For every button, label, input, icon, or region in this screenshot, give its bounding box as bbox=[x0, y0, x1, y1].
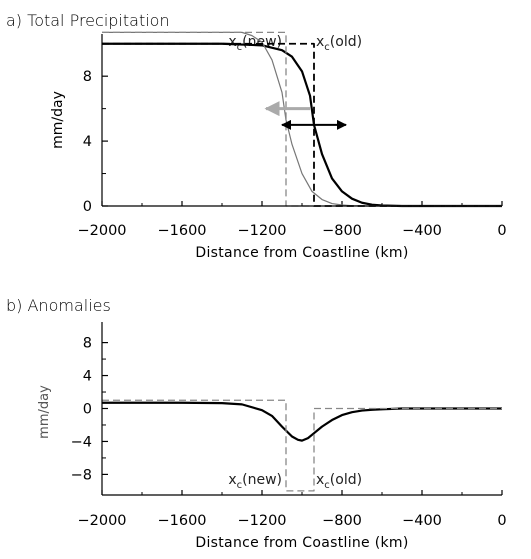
panel-a-xlabel: Distance from Coastline (km) bbox=[195, 245, 408, 261]
panel-a-arrows bbox=[264, 101, 347, 130]
y-tick-label: 0 bbox=[83, 199, 92, 215]
xc-label: xc(old) bbox=[316, 472, 362, 491]
x-tick-label: −400 bbox=[402, 513, 442, 529]
series-dashed-gray-step bbox=[102, 31, 502, 207]
panel-a-ylabel: mm/day bbox=[50, 91, 66, 149]
y-tick-label: −4 bbox=[71, 434, 92, 450]
x-tick-label: −800 bbox=[322, 223, 362, 239]
x-tick-label: 0 bbox=[497, 513, 506, 529]
panel-b-title: b) Anomalies bbox=[6, 296, 111, 315]
xc-label: xc(old) bbox=[316, 34, 362, 53]
series-thick-solid-black bbox=[102, 401, 502, 442]
x-tick-label: 0 bbox=[497, 223, 506, 239]
panel-b-annotations: xc(new) xc(old) bbox=[228, 472, 362, 491]
panel-b-yticks: −8 −4 0 4 8 bbox=[71, 336, 108, 483]
y-tick-label: 0 bbox=[83, 402, 92, 418]
y-tick-label: 4 bbox=[83, 134, 92, 150]
x-tick-label: −1200 bbox=[237, 223, 286, 239]
series-thin-solid-gray bbox=[102, 31, 502, 207]
panel-b-xticks: −2000 −1600 −1200 −800 −400 0 bbox=[77, 490, 507, 529]
panel-b-xlabel: Distance from Coastline (km) bbox=[195, 535, 408, 551]
x-tick-label: −2000 bbox=[77, 223, 126, 239]
series-dashed-gray-step bbox=[102, 399, 502, 492]
x-tick-label: −800 bbox=[322, 513, 362, 529]
panel-a-title: a) Total Precipitation bbox=[6, 11, 170, 30]
x-tick-label: −2000 bbox=[77, 513, 126, 529]
y-tick-label: −8 bbox=[71, 467, 92, 483]
xc-label: xc(new) bbox=[228, 472, 282, 491]
panel-a: a) Total Precipitation xc(new) xc(old) −2… bbox=[6, 11, 507, 261]
y-tick-label: 4 bbox=[83, 369, 92, 385]
panel-b-lines bbox=[102, 399, 502, 492]
x-tick-label: −400 bbox=[402, 223, 442, 239]
y-tick-label: 8 bbox=[83, 69, 92, 85]
panel-a-lines bbox=[102, 31, 502, 208]
x-tick-label: −1600 bbox=[157, 513, 206, 529]
x-tick-label: −1200 bbox=[237, 513, 286, 529]
panel-a-yticks: 0 4 8 bbox=[83, 43, 108, 215]
panel-b-ylabel: mm/day bbox=[37, 385, 52, 439]
x-tick-label: −1600 bbox=[157, 223, 206, 239]
y-tick-label: 8 bbox=[83, 336, 92, 352]
panel-b: b) Anomalies xc(new) xc(old) −2000 −1600 −1… bbox=[6, 296, 507, 551]
